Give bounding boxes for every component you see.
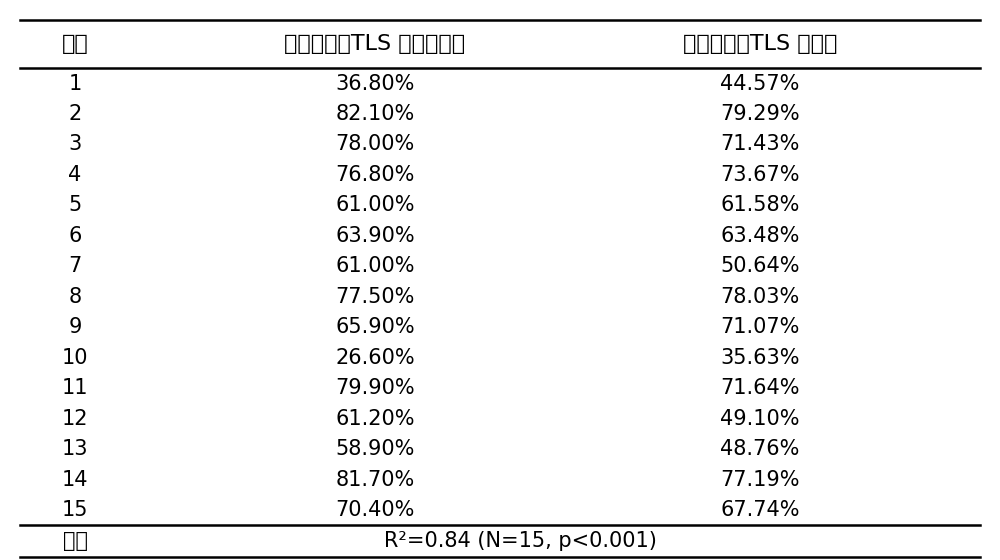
Text: 61.20%: 61.20% bbox=[335, 409, 415, 428]
Text: 35.63%: 35.63% bbox=[720, 348, 800, 368]
Text: 82.10%: 82.10% bbox=[335, 104, 415, 124]
Text: 6: 6 bbox=[68, 226, 82, 246]
Text: 精度: 精度 bbox=[62, 531, 88, 551]
Text: 10: 10 bbox=[62, 348, 88, 368]
Text: 9: 9 bbox=[68, 318, 82, 337]
Text: 73.67%: 73.67% bbox=[720, 165, 800, 185]
Text: 63.48%: 63.48% bbox=[720, 226, 800, 246]
Text: 11: 11 bbox=[62, 378, 88, 398]
Text: 78.03%: 78.03% bbox=[720, 287, 800, 307]
Text: 44.57%: 44.57% bbox=[720, 73, 800, 94]
Text: 76.80%: 76.80% bbox=[335, 165, 415, 185]
Text: 67.74%: 67.74% bbox=[720, 500, 800, 520]
Text: 13: 13 bbox=[62, 439, 88, 459]
Text: 1: 1 bbox=[68, 73, 82, 94]
Text: 估算结果（TLS 单站）: 估算结果（TLS 单站） bbox=[683, 34, 837, 54]
Text: 48.76%: 48.76% bbox=[720, 439, 800, 459]
Text: 3: 3 bbox=[68, 134, 82, 155]
Text: 71.43%: 71.43% bbox=[720, 134, 800, 155]
Text: 78.00%: 78.00% bbox=[335, 134, 415, 155]
Text: 15: 15 bbox=[62, 500, 88, 520]
Text: 81.70%: 81.70% bbox=[335, 470, 415, 489]
Text: 61.00%: 61.00% bbox=[335, 195, 415, 216]
Text: 71.07%: 71.07% bbox=[720, 318, 800, 337]
Text: 验证数据（TLS 多站数据）: 验证数据（TLS 多站数据） bbox=[284, 34, 466, 54]
Text: 5: 5 bbox=[68, 195, 82, 216]
Text: 36.80%: 36.80% bbox=[335, 73, 415, 94]
Text: 序号: 序号 bbox=[62, 34, 88, 54]
Text: 61.58%: 61.58% bbox=[720, 195, 800, 216]
Text: 79.90%: 79.90% bbox=[335, 378, 415, 398]
Text: 58.90%: 58.90% bbox=[335, 439, 415, 459]
Text: 77.50%: 77.50% bbox=[335, 287, 415, 307]
Text: 63.90%: 63.90% bbox=[335, 226, 415, 246]
Text: 7: 7 bbox=[68, 256, 82, 276]
Text: 12: 12 bbox=[62, 409, 88, 428]
Text: 77.19%: 77.19% bbox=[720, 470, 800, 489]
Text: 4: 4 bbox=[68, 165, 82, 185]
Text: 61.00%: 61.00% bbox=[335, 256, 415, 276]
Text: 50.64%: 50.64% bbox=[720, 256, 800, 276]
Text: R²=0.84 (N=15, p<0.001): R²=0.84 (N=15, p<0.001) bbox=[384, 531, 656, 551]
Text: 2: 2 bbox=[68, 104, 82, 124]
Text: 8: 8 bbox=[68, 287, 82, 307]
Text: 65.90%: 65.90% bbox=[335, 318, 415, 337]
Text: 26.60%: 26.60% bbox=[335, 348, 415, 368]
Text: 14: 14 bbox=[62, 470, 88, 489]
Text: 70.40%: 70.40% bbox=[335, 500, 415, 520]
Text: 79.29%: 79.29% bbox=[720, 104, 800, 124]
Text: 71.64%: 71.64% bbox=[720, 378, 800, 398]
Text: 49.10%: 49.10% bbox=[720, 409, 800, 428]
